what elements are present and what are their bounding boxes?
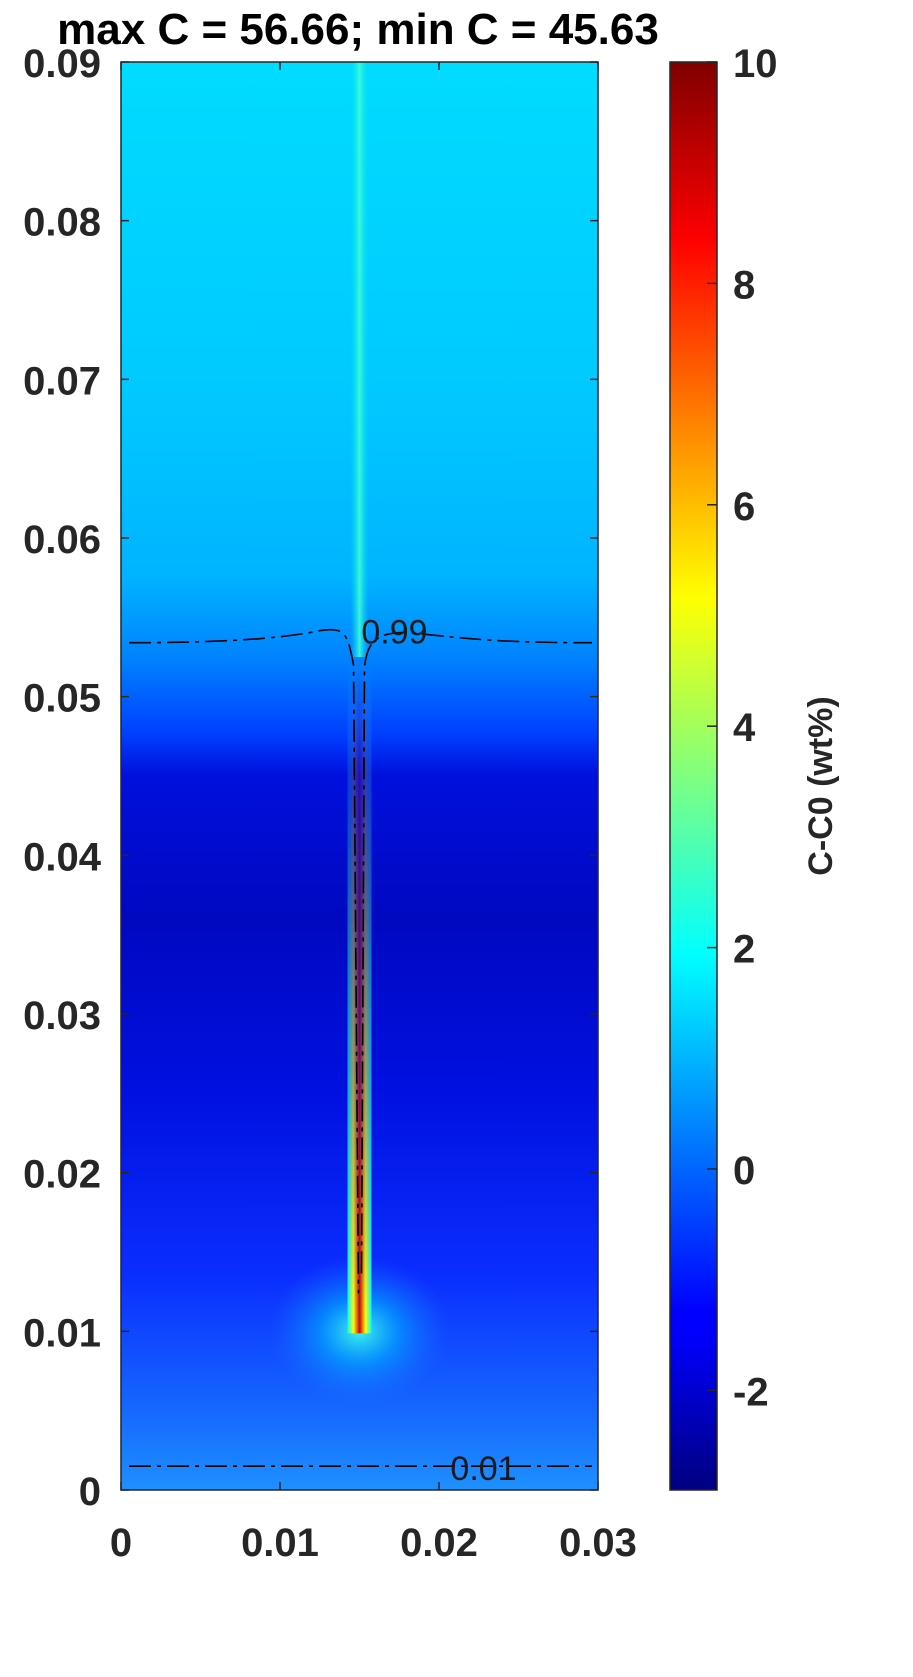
x-tick-label: 0.03 <box>559 1521 637 1565</box>
x-tick-label: 0 <box>110 1521 132 1565</box>
y-tick-label: 0.08 <box>23 201 101 245</box>
y-tick-label: 0.04 <box>23 835 102 879</box>
contour-label: 0.01 <box>450 1450 516 1488</box>
colorbar-tick-label: 6 <box>733 485 755 529</box>
colorbar-tick-label: 0 <box>733 1149 755 1193</box>
y-tick-label: 0.02 <box>23 1153 101 1197</box>
colorbar-tick-label: -2 <box>733 1370 769 1414</box>
y-tick-label: 0 <box>79 1470 101 1514</box>
contour-label: 0.99 <box>361 614 427 652</box>
contours: 0.99 0.01 <box>128 614 593 1488</box>
y-tick-label: 0.05 <box>23 677 101 721</box>
plot-frame <box>120 61 599 1491</box>
heatmap-plume <box>350 62 369 657</box>
plot-area <box>121 62 598 1490</box>
colorbar-label: C-C0 (wt%) <box>802 696 840 875</box>
x-tick-label: 0.02 <box>400 1521 478 1565</box>
x-axis: 0 0.01 0.02 0.03 <box>110 62 637 1565</box>
contour-line <box>128 628 593 1294</box>
heatmap-channel <box>347 657 372 1334</box>
colorbar <box>669 61 718 1491</box>
colorbar-tick-label: 4 <box>733 706 756 750</box>
y-axis: 0 0.01 0.02 0.03 0.04 0.05 0.06 0.07 0.08 0.09 <box>23 42 598 1514</box>
colorbar-tick-label: 2 <box>733 928 755 972</box>
y-tick-label: 0.03 <box>23 994 101 1038</box>
colorbar-ticks: -2 0 2 4 6 8 10 <box>707 42 778 1414</box>
y-tick-label: 0.09 <box>23 42 101 86</box>
y-tick-label: 0.06 <box>23 518 101 562</box>
colorbar-tick-label: 8 <box>733 263 755 307</box>
colorbar-tick-label: 10 <box>733 42 778 86</box>
y-tick-label: 0.01 <box>23 1311 101 1355</box>
chart-title: max C = 56.66; min C = 45.63 <box>57 5 659 54</box>
y-tick-label: 0.07 <box>23 359 101 403</box>
x-tick-label: 0.01 <box>241 1521 319 1565</box>
